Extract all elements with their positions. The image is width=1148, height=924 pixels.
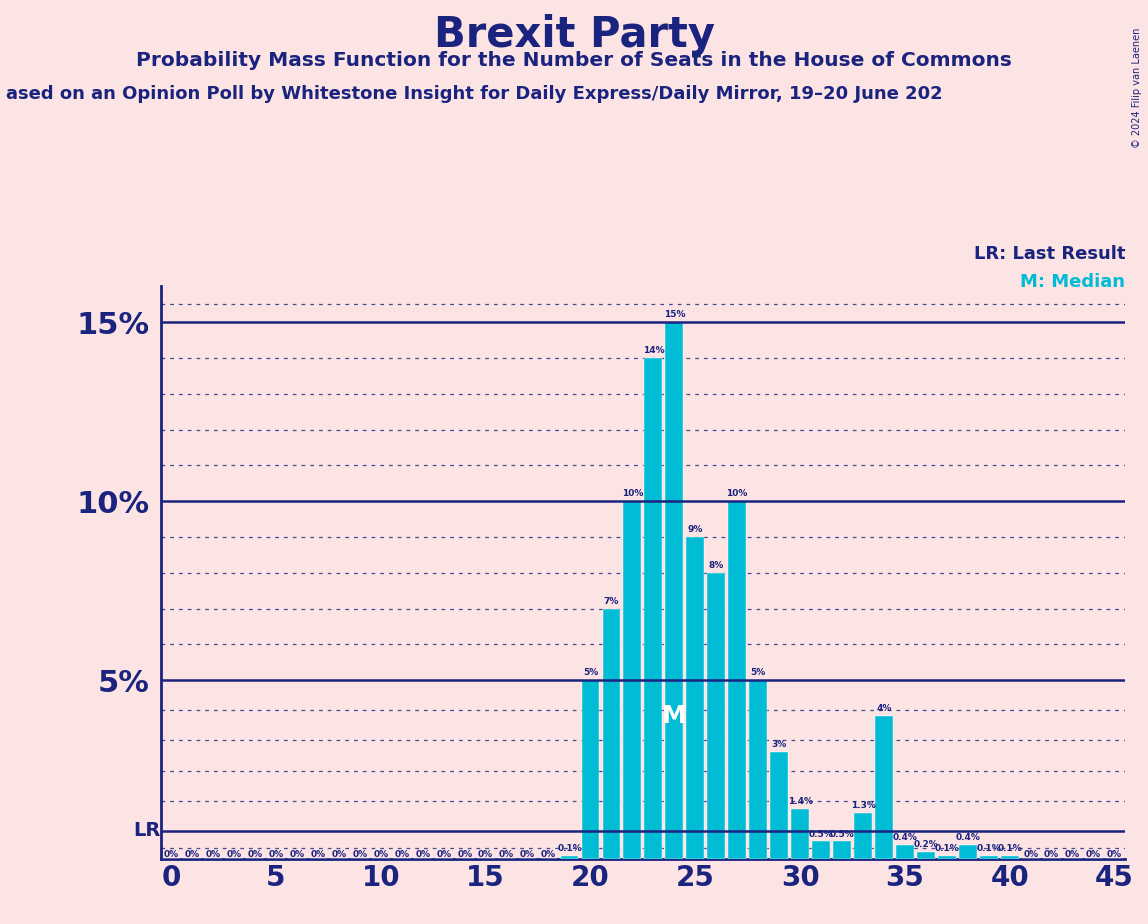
Bar	[917, 852, 934, 859]
Text: 9%: 9%	[688, 525, 703, 534]
Text: 0%: 0%	[478, 849, 494, 858]
Bar	[980, 856, 998, 859]
Bar	[603, 609, 620, 859]
Text: M: M	[662, 704, 687, 728]
Bar	[791, 809, 809, 859]
Bar	[644, 359, 662, 859]
Text: 0.1%: 0.1%	[977, 844, 1001, 853]
Text: 0%: 0%	[1023, 849, 1038, 858]
Bar	[812, 842, 830, 859]
Text: 0%: 0%	[248, 849, 263, 858]
Bar	[582, 680, 599, 859]
Text: 8%: 8%	[708, 561, 724, 570]
Bar	[770, 752, 788, 859]
Text: 0%: 0%	[373, 849, 388, 858]
Bar	[687, 537, 704, 859]
Text: 1.3%: 1.3%	[851, 801, 876, 810]
Bar	[623, 501, 642, 859]
Text: 0%: 0%	[1086, 849, 1101, 858]
Text: Brexit Party: Brexit Party	[434, 14, 714, 55]
Text: 10%: 10%	[727, 490, 747, 498]
Text: 0%: 0%	[185, 849, 200, 858]
Text: 0%: 0%	[499, 849, 514, 858]
Text: 0%: 0%	[1044, 849, 1060, 858]
Text: 0%: 0%	[541, 849, 556, 858]
Text: 0%: 0%	[226, 849, 242, 858]
Text: 0.4%: 0.4%	[892, 833, 917, 842]
Text: © 2024 Filip van Laenen: © 2024 Filip van Laenen	[1132, 28, 1142, 148]
Text: 0%: 0%	[310, 849, 326, 858]
Text: 7%: 7%	[604, 597, 619, 606]
Text: ased on an Opinion Poll by Whitestone Insight for Daily Express/Daily Mirror, 19: ased on an Opinion Poll by Whitestone In…	[6, 85, 943, 103]
Bar	[707, 573, 726, 859]
Text: LR: LR	[133, 821, 161, 840]
Text: 0%: 0%	[1065, 849, 1080, 858]
Text: LR: Last Result: LR: Last Result	[974, 245, 1125, 262]
Bar	[833, 842, 851, 859]
Text: 0%: 0%	[520, 849, 535, 858]
Text: Probability Mass Function for the Number of Seats in the House of Commons: Probability Mass Function for the Number…	[137, 51, 1011, 70]
Text: 5%: 5%	[751, 668, 766, 677]
Text: 0%: 0%	[289, 849, 304, 858]
Text: 0.5%: 0.5%	[808, 830, 833, 839]
Text: 0%: 0%	[269, 849, 284, 858]
Bar	[1001, 856, 1018, 859]
Text: 0%: 0%	[1107, 849, 1122, 858]
Text: 0.4%: 0.4%	[955, 833, 980, 842]
Bar	[875, 716, 893, 859]
Text: 0.1%: 0.1%	[557, 844, 582, 853]
Bar	[728, 501, 746, 859]
Text: 0%: 0%	[352, 849, 367, 858]
Bar	[854, 813, 872, 859]
Text: 0.5%: 0.5%	[830, 830, 854, 839]
Text: 10%: 10%	[622, 490, 643, 498]
Text: 0.1%: 0.1%	[934, 844, 960, 853]
Text: 0%: 0%	[436, 849, 451, 858]
Text: 0%: 0%	[457, 849, 472, 858]
Text: 0.1%: 0.1%	[998, 844, 1022, 853]
Bar	[750, 680, 767, 859]
Text: 15%: 15%	[664, 310, 685, 320]
Text: 0%: 0%	[164, 849, 179, 858]
Bar	[959, 845, 977, 859]
Text: 5%: 5%	[583, 668, 598, 677]
Text: M: Median: M: Median	[1021, 273, 1125, 290]
Text: 14%: 14%	[643, 346, 665, 355]
Text: 4%: 4%	[876, 704, 892, 713]
Bar	[897, 845, 914, 859]
Text: 0%: 0%	[394, 849, 410, 858]
Text: 0%: 0%	[205, 849, 220, 858]
Bar	[938, 856, 956, 859]
Text: 0%: 0%	[332, 849, 347, 858]
Bar	[560, 856, 579, 859]
Bar	[666, 322, 683, 859]
Text: 1.4%: 1.4%	[788, 797, 813, 807]
Text: 0%: 0%	[416, 849, 430, 858]
Text: 0.2%: 0.2%	[914, 840, 938, 849]
Text: 3%: 3%	[771, 740, 786, 749]
